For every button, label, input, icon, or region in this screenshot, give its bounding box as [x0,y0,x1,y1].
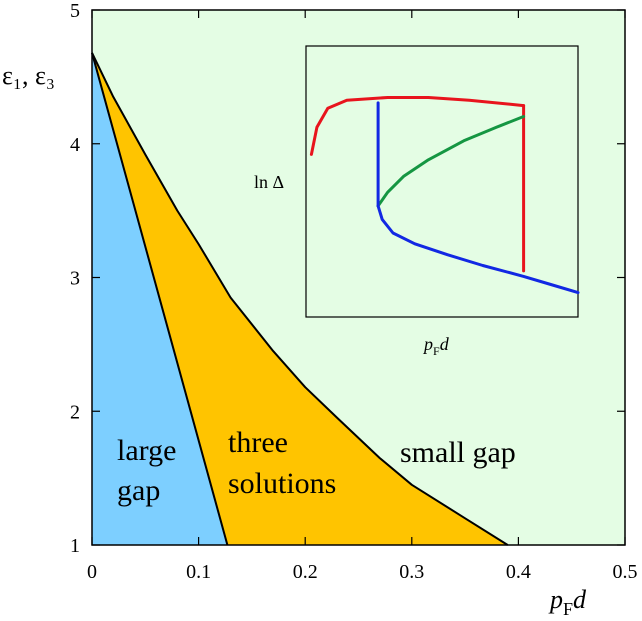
y-tick-label: 4 [70,134,80,156]
inset-x-axis-label: pFd [422,334,450,358]
x-tick-label: 0.3 [399,561,424,583]
x-tick-label: 0.4 [506,561,531,583]
region-label-large-gap-line2: gap [117,474,160,507]
y-tick-label: 1 [70,535,80,557]
x-axis-label-tail: d [573,585,587,614]
region-label-small-gap: small gap [400,436,516,469]
x-tick-label: 0.5 [613,561,638,583]
boundary-right [91,52,509,546]
x-axis-label-main: p [548,585,563,614]
inset-frame [305,45,579,318]
inset-x-axis-label-subscript: F [433,344,440,358]
inset-series-green [376,115,526,208]
x-tick-label: 0.1 [186,561,211,583]
inset-x-axis-label-main: p [422,334,433,354]
inset-series [309,96,580,295]
region-label-three-solutions-line1: three [228,426,288,459]
main-tick-labels: 0 0.1 0.2 0.3 0.4 0.5 1 2 3 4 5 [70,0,638,583]
y-tick-label: 3 [70,268,80,290]
inset-series-blue [376,204,580,295]
region-label-large-gap-line1: large [117,434,176,467]
y-axis-label: ε₁, ε₃ [2,61,55,90]
inset-x-axis-label-tail: d [440,334,450,354]
main-plot-frame [91,9,626,546]
region-three-solutions [92,52,508,546]
y-tick-label: 2 [70,401,80,423]
x-tick-label: 0.2 [293,561,318,583]
x-axis-label-subscript: F [563,599,573,619]
y-tick-label: 5 [70,0,80,22]
region-label-three-solutions-line2: solutions [228,467,336,500]
x-tick-label: 0 [87,561,97,583]
inset-y-axis-label: ln Δ [254,172,284,192]
inset-series-red [309,96,526,156]
x-axis-label: pFd [548,585,587,619]
boundary-left [91,52,229,546]
